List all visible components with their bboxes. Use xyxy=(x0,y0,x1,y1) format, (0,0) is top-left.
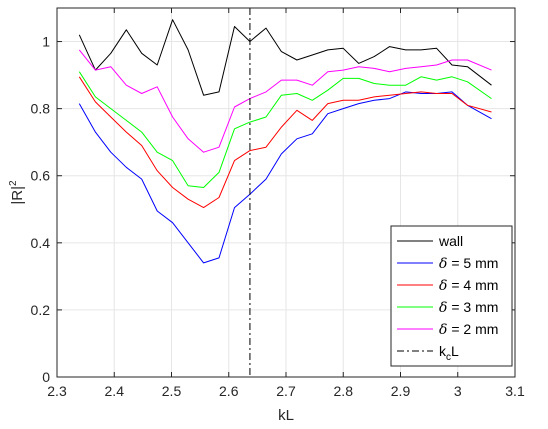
axis-ticks xyxy=(56,8,516,378)
legend-label-text: = 5 mm xyxy=(447,255,498,271)
series-line xyxy=(78,19,492,96)
legend-label: δ = 4 mm xyxy=(439,277,498,294)
x-tick-label: 2.8 xyxy=(334,383,354,399)
y-axis-label-base: |R| xyxy=(9,186,26,205)
legend-label-base: k xyxy=(439,343,447,359)
x-axis-label: kL xyxy=(278,407,294,424)
series-line xyxy=(78,71,492,188)
legend-label-symbol: δ xyxy=(439,256,447,272)
legend-label-symbol: δ xyxy=(439,300,447,316)
y-tick-label: 0.8 xyxy=(31,101,51,117)
y-tick-label: 0 xyxy=(42,369,50,385)
x-tick-label: 3 xyxy=(454,383,462,399)
y-axis-label-superscript: 2 xyxy=(8,180,19,186)
series-line xyxy=(78,49,492,153)
x-tick-label: 2.6 xyxy=(219,383,239,399)
y-tick-label: 0.2 xyxy=(31,302,51,318)
y-axis-label: |R|2 xyxy=(8,180,26,205)
legend-label-symbol: δ xyxy=(439,322,447,338)
legend-label: δ = 3 mm xyxy=(439,299,498,316)
legend-box xyxy=(390,225,513,367)
legend-label-text: wall xyxy=(438,233,463,249)
series-lines xyxy=(78,8,492,377)
y-tick-label: 0.4 xyxy=(31,235,51,251)
legend-label-text: = 3 mm xyxy=(447,299,498,315)
tick-labels: 2.3 2.4 2.5 2.6 2.7 2.8 2.9 3 3.1 0 0.2 0.4 0.6 0.8 1 xyxy=(31,34,525,399)
legend-label: δ = 5 mm xyxy=(439,255,498,272)
x-tick-label: 2.7 xyxy=(276,383,296,399)
series-line xyxy=(78,76,492,209)
y-tick-label: 0.6 xyxy=(31,168,51,184)
x-tick-label: 2.5 xyxy=(162,383,182,399)
legend-label-text: = 2 mm xyxy=(447,321,498,337)
x-tick-label: 2.3 xyxy=(47,383,67,399)
legend-label-text: = 4 mm xyxy=(447,277,498,293)
x-tick-label: 2.4 xyxy=(105,383,125,399)
legend-label-rest: L xyxy=(451,343,459,359)
x-tick-label: 2.9 xyxy=(391,383,411,399)
grid-lines xyxy=(57,8,515,377)
x-tick-label: 3.1 xyxy=(505,383,525,399)
legend-label-symbol: δ xyxy=(439,278,447,294)
legend-label: kcL xyxy=(439,343,459,363)
legend-label: wall xyxy=(438,233,463,249)
legend-label: δ = 2 mm xyxy=(439,321,498,338)
series-line xyxy=(78,91,492,264)
legend-label-subscript: c xyxy=(446,352,451,363)
y-tick-label: 1 xyxy=(42,34,50,50)
